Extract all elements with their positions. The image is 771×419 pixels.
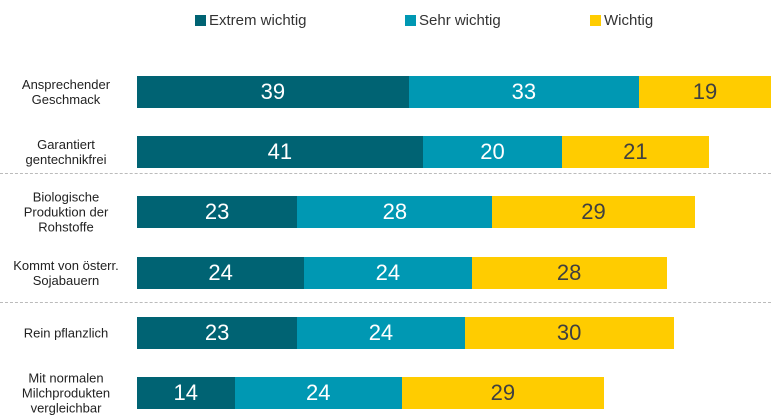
category-label: Biologische Produktion der Rohstoffe <box>23 189 109 235</box>
legend-item: Extrem wichtig <box>195 12 307 29</box>
bar-segment: 19 <box>638 76 771 108</box>
legend-label: Wichtig <box>604 12 654 29</box>
bar-segment: 33 <box>408 76 639 108</box>
legend-swatch <box>195 15 206 26</box>
legend-label: Sehr wichtig <box>419 12 501 29</box>
legend-swatch <box>590 15 601 26</box>
bar-segment: 20 <box>422 136 563 168</box>
legend-label: Extrem wichtig <box>209 12 307 29</box>
category-label: Mit normalen Milchprodukten vergleichbar <box>21 370 111 416</box>
category-label: Ansprechender Geschmack <box>21 77 111 107</box>
category-label: Kommt von österr. Sojabauern <box>13 258 119 288</box>
bar-segment: 24 <box>234 377 402 409</box>
legend-item: Wichtig <box>590 12 653 29</box>
bar-segment: 30 <box>464 317 674 349</box>
bar-segment: 23 <box>137 317 298 349</box>
bar-segment: 14 <box>137 377 235 409</box>
bar-segment: 29 <box>492 196 695 228</box>
separator <box>0 302 771 303</box>
legend-item: Sehr wichtig <box>405 12 501 29</box>
bar-segment: 28 <box>471 257 667 289</box>
bar-segment: 41 <box>137 136 423 168</box>
separator <box>0 173 771 174</box>
bar-segment: 28 <box>297 196 493 228</box>
bar-segment: 24 <box>304 257 472 289</box>
bar-segment: 21 <box>562 136 709 168</box>
bar-segment: 24 <box>137 257 305 289</box>
bar-segment: 29 <box>401 377 604 409</box>
bar-segment: 23 <box>137 196 298 228</box>
legend-swatch <box>405 15 416 26</box>
bar-segment: 24 <box>297 317 465 349</box>
bar-segment: 39 <box>137 76 409 108</box>
category-label: Rein pflanzlich <box>23 325 109 341</box>
category-label: Garantiert gentechnikfrei <box>25 137 107 167</box>
